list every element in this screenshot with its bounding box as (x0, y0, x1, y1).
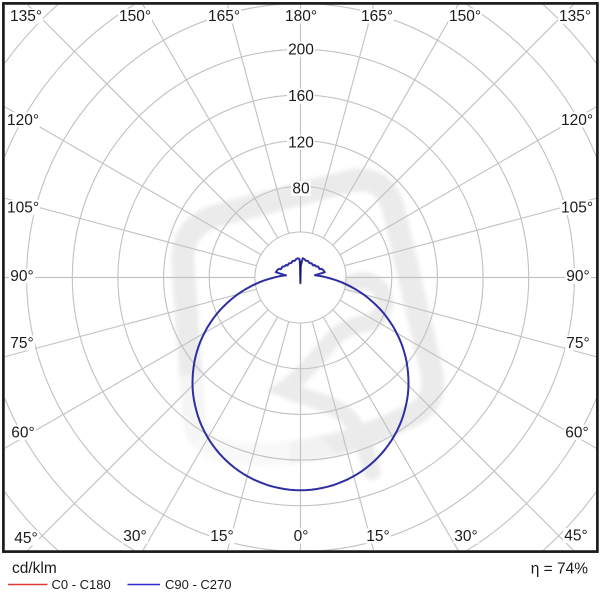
svg-text:30°: 30° (454, 528, 477, 545)
svg-text:15°: 15° (366, 528, 389, 545)
svg-text:165°: 165° (361, 8, 393, 25)
svg-text:150°: 150° (119, 8, 151, 25)
svg-text:120: 120 (288, 135, 314, 152)
svg-text:45°: 45° (564, 528, 587, 545)
svg-text:90°: 90° (10, 268, 33, 285)
svg-text:η = 74%: η = 74% (531, 561, 589, 578)
svg-text:105°: 105° (561, 200, 593, 217)
svg-text:135°: 135° (559, 8, 591, 25)
svg-text:30°: 30° (123, 528, 146, 545)
svg-text:15°: 15° (210, 528, 233, 545)
svg-text:120°: 120° (7, 112, 39, 129)
svg-text:120°: 120° (561, 112, 593, 129)
svg-text:cd/klm: cd/klm (12, 560, 57, 577)
svg-text:150°: 150° (449, 8, 481, 25)
svg-text:0°: 0° (294, 528, 309, 545)
svg-text:135°: 135° (10, 8, 42, 25)
svg-text:105°: 105° (7, 200, 39, 217)
svg-text:75°: 75° (10, 335, 33, 352)
svg-text:165°: 165° (208, 8, 240, 25)
svg-text:75°: 75° (566, 335, 589, 352)
svg-text:60°: 60° (565, 425, 588, 442)
svg-text:160: 160 (288, 88, 314, 105)
svg-text:200: 200 (288, 42, 314, 59)
svg-text:60°: 60° (11, 425, 34, 442)
svg-text:C0 - C180: C0 - C180 (52, 577, 111, 592)
svg-text:80: 80 (292, 181, 310, 198)
svg-text:180°: 180° (285, 8, 317, 25)
svg-text:C90 - C270: C90 - C270 (165, 577, 231, 592)
svg-text:45°: 45° (14, 530, 37, 547)
svg-text:90°: 90° (566, 268, 589, 285)
